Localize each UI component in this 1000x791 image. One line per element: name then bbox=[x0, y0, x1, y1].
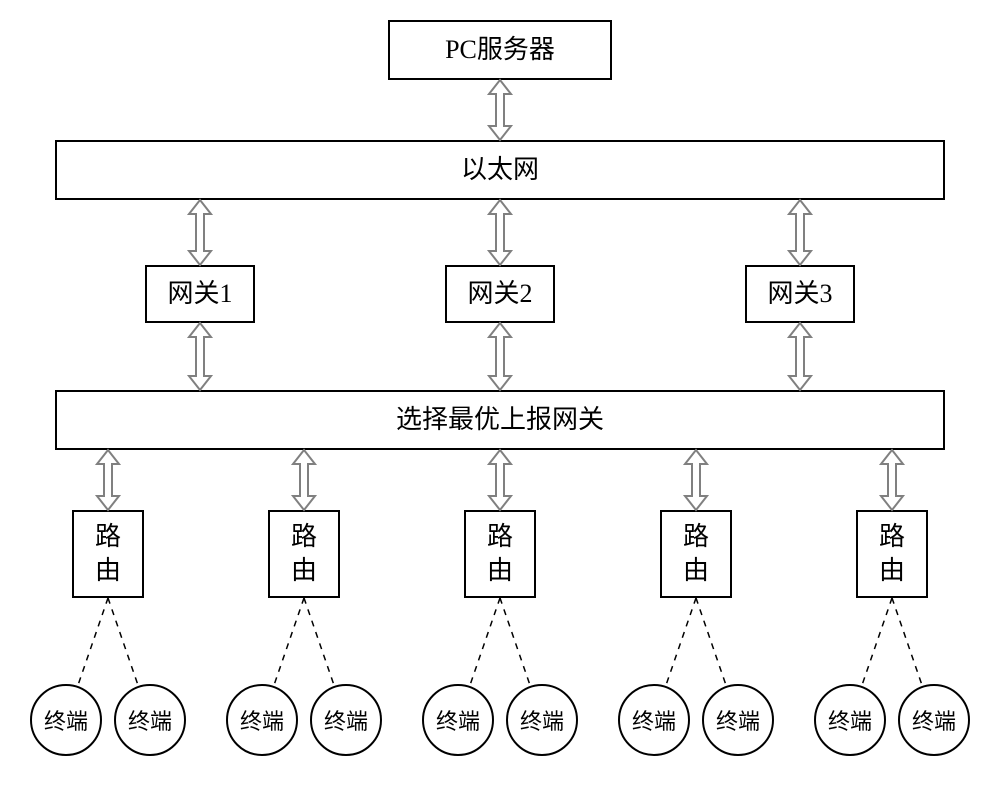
node-ethernet: 以太网 bbox=[55, 140, 945, 200]
node-t6: 终端 bbox=[506, 684, 578, 756]
node-t4: 终端 bbox=[310, 684, 382, 756]
node-t2: 终端 bbox=[114, 684, 186, 756]
node-server: PC服务器 bbox=[388, 20, 612, 80]
dashed-edge bbox=[108, 598, 138, 686]
node-t3: 终端 bbox=[226, 684, 298, 756]
double-arrow bbox=[489, 200, 511, 265]
dashed-edge bbox=[862, 598, 892, 686]
node-r4: 路由 bbox=[660, 510, 732, 598]
double-arrow bbox=[189, 323, 211, 390]
node-t9: 终端 bbox=[814, 684, 886, 756]
node-label: 终端 bbox=[128, 704, 172, 736]
node-r2: 路由 bbox=[268, 510, 340, 598]
node-gw1: 网关1 bbox=[145, 265, 255, 323]
node-t5: 终端 bbox=[422, 684, 494, 756]
node-label: 终端 bbox=[324, 704, 368, 736]
double-arrow bbox=[685, 450, 707, 510]
double-arrow bbox=[489, 450, 511, 510]
dashed-edge bbox=[500, 598, 530, 686]
double-arrow bbox=[97, 450, 119, 510]
node-label: 路由 bbox=[879, 520, 905, 588]
node-label: 选择最优上报网关 bbox=[396, 404, 604, 435]
node-label: 终端 bbox=[240, 704, 284, 736]
double-arrow bbox=[489, 323, 511, 390]
double-arrow bbox=[881, 450, 903, 510]
node-r5: 路由 bbox=[856, 510, 928, 598]
double-arrow bbox=[789, 200, 811, 265]
double-arrow bbox=[789, 323, 811, 390]
node-label: 终端 bbox=[436, 704, 480, 736]
node-label: 路由 bbox=[95, 520, 121, 588]
node-gw3: 网关3 bbox=[745, 265, 855, 323]
dashed-edge bbox=[470, 598, 500, 686]
dashed-edge bbox=[696, 598, 726, 686]
double-arrow bbox=[489, 80, 511, 140]
node-label: 网关3 bbox=[767, 278, 832, 309]
node-label: 路由 bbox=[487, 520, 513, 588]
double-arrow bbox=[189, 200, 211, 265]
node-label: 终端 bbox=[520, 704, 564, 736]
node-t8: 终端 bbox=[702, 684, 774, 756]
node-label: 网关1 bbox=[167, 278, 232, 309]
node-label: 终端 bbox=[44, 704, 88, 736]
diagram-canvas: PC服务器以太网网关1 网关2 网关3 选择最优上报网关路由 路由 路由 路由 路由终端 终端 终… bbox=[0, 0, 1000, 791]
node-label: 终端 bbox=[716, 704, 760, 736]
node-label: 路由 bbox=[291, 520, 317, 588]
node-gw2: 网关2 bbox=[445, 265, 555, 323]
node-label: 网关2 bbox=[467, 278, 532, 309]
node-label: 终端 bbox=[828, 704, 872, 736]
node-label: 以太网 bbox=[461, 154, 539, 185]
dashed-edge bbox=[304, 598, 334, 686]
node-label: PC服务器 bbox=[445, 34, 555, 65]
node-select: 选择最优上报网关 bbox=[55, 390, 945, 450]
dashed-edge bbox=[666, 598, 696, 686]
node-label: 终端 bbox=[632, 704, 676, 736]
dashed-edge bbox=[892, 598, 922, 686]
node-r1: 路由 bbox=[72, 510, 144, 598]
dashed-edge bbox=[78, 598, 108, 686]
node-r3: 路由 bbox=[464, 510, 536, 598]
node-t1: 终端 bbox=[30, 684, 102, 756]
node-label: 路由 bbox=[683, 520, 709, 588]
node-t7: 终端 bbox=[618, 684, 690, 756]
dashed-edge bbox=[274, 598, 304, 686]
node-t10: 终端 bbox=[898, 684, 970, 756]
node-label: 终端 bbox=[912, 704, 956, 736]
double-arrow bbox=[293, 450, 315, 510]
